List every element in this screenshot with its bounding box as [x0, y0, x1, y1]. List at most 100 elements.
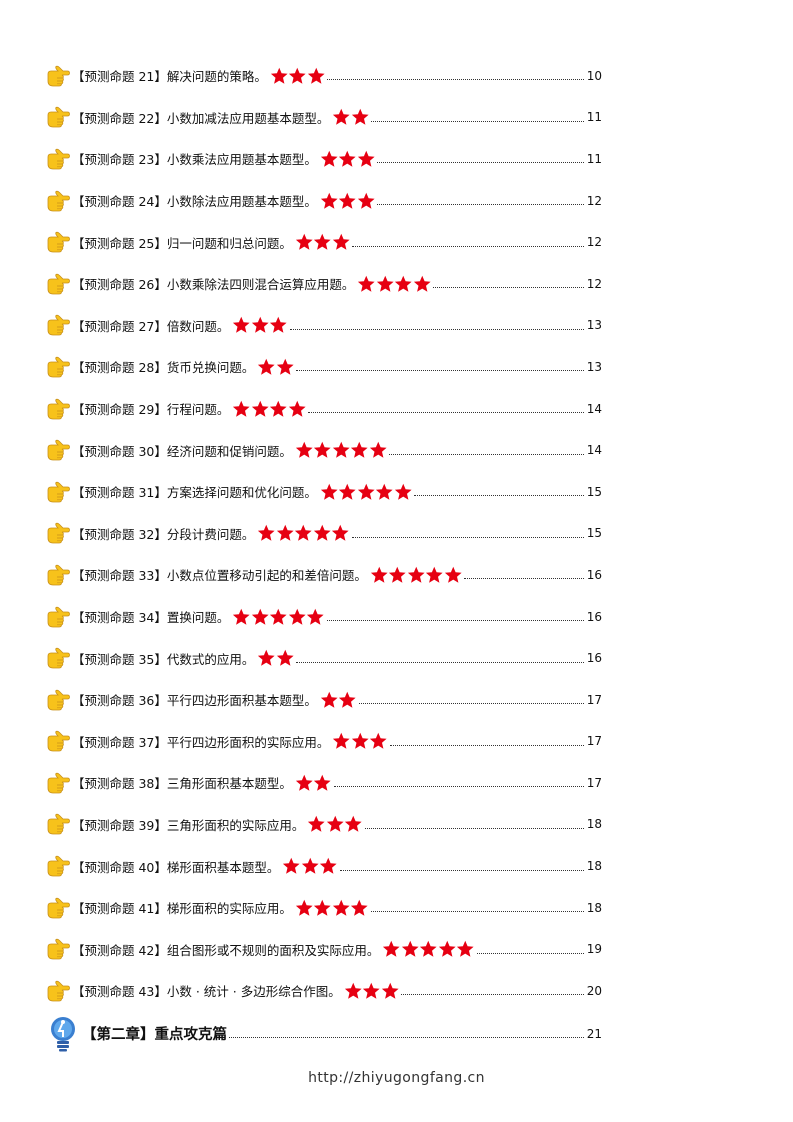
star-icon	[251, 400, 269, 417]
entry-title: 【预测命题 39】三角形面积的实际应用。	[72, 817, 305, 833]
difficulty-stars	[320, 691, 357, 709]
pointing-hand-icon	[47, 273, 70, 295]
toc-entry[interactable]: 【预测命题 22】小数加减法应用题基本题型。 11	[46, 97, 602, 139]
difficulty-stars	[344, 982, 400, 1000]
entry-title: 【预测命题 25】归一问题和归总问题。	[72, 235, 292, 251]
pointing-hand-icon	[47, 606, 70, 627]
difficulty-stars	[282, 857, 338, 875]
dot-leader	[364, 827, 584, 829]
star-icon	[289, 67, 306, 84]
star-icon	[376, 275, 394, 292]
star-icon	[308, 816, 325, 833]
difficulty-stars	[357, 275, 431, 293]
difficulty-stars	[295, 899, 369, 917]
toc-entry[interactable]: 【预测命题 43】小数 · 统计 · 多边形综合作图。 20	[46, 970, 602, 1012]
star-icon	[314, 899, 331, 916]
pointing-hand-icon	[47, 398, 70, 419]
page-number: 17	[586, 692, 602, 707]
star-icon	[444, 566, 462, 583]
dot-leader	[414, 495, 584, 497]
page-number: 17	[586, 734, 602, 749]
star-icon	[270, 67, 288, 84]
toc-entry[interactable]: 【预测命题 32】分段计费问题。 15	[46, 513, 602, 555]
toc-entry[interactable]: 【预测命题 33】小数点位置移动引起的和差倍问题。 16	[46, 554, 602, 596]
difficulty-stars	[257, 358, 294, 376]
star-icon	[389, 566, 406, 583]
page-number: 12	[586, 276, 602, 291]
toc-entry[interactable]: 【预测命题 37】平行四边形面积的实际应用。 17	[46, 721, 602, 763]
toc-entry[interactable]: 【预测命题 42】组合图形或不规则的面积及实际应用。 19	[46, 928, 602, 970]
difficulty-stars	[332, 732, 388, 750]
difficulty-stars	[270, 67, 326, 85]
entry-title: 【预测命题 32】分段计费问题。	[72, 526, 255, 542]
star-icon	[420, 941, 437, 957]
dot-leader	[371, 120, 584, 122]
toc-entry[interactable]: 【预测命题 38】三角形面积基本题型。 17	[46, 762, 602, 804]
star-icon	[320, 483, 338, 500]
toc-entry[interactable]: 【预测命题 28】货币兑换问题。 13	[46, 346, 602, 388]
star-icon	[357, 150, 375, 167]
star-icon	[370, 566, 388, 583]
toc-entry[interactable]: 【预测命题 24】小数除法应用题基本题型。 12	[46, 180, 602, 222]
dot-leader	[377, 162, 584, 164]
entry-title: 【预测命题 43】小数 · 统计 · 多边形综合作图。	[72, 984, 341, 1000]
toc-entry[interactable]: 【预测命题 35】代数式的应用。 16	[46, 637, 602, 679]
toc-entry[interactable]: 【预测命题 25】归一问题和归总问题。 12	[46, 221, 602, 263]
star-icon	[332, 233, 350, 250]
toc-entry[interactable]: 【预测命题 39】三角形面积的实际应用。 18	[46, 804, 602, 846]
star-icon	[258, 649, 275, 666]
toc-entry[interactable]: 【预测命题 34】置换问题。 16	[46, 596, 602, 638]
page-number: 16	[586, 651, 602, 666]
star-icon	[351, 441, 368, 458]
toc-entry[interactable]: 【预测命题 27】倍数问题。 13	[46, 305, 602, 347]
table-of-contents: 【预测命题 21】解决问题的策略。 10 【预测命题 22】小数加减法应用题基本题…	[46, 55, 602, 1056]
entry-title: 【预测命题 24】小数除法应用题基本题型。	[72, 194, 317, 210]
entry-title: 【预测命题 22】小数加减法应用题基本题型。	[72, 110, 330, 126]
toc-entry[interactable]: 【预测命题 40】梯形面积基本题型。 18	[46, 845, 602, 887]
entry-title: 【预测命题 33】小数点位置移动引起的和差倍问题。	[72, 568, 367, 584]
star-icon	[395, 275, 412, 292]
pointing-hand-icon	[47, 356, 70, 378]
toc-entry[interactable]: 【预测命题 41】梯形面积的实际应用。 18	[46, 887, 602, 929]
star-icon	[295, 899, 313, 916]
pointing-hand-icon	[47, 939, 70, 960]
pointing-hand-icon	[47, 231, 70, 253]
dot-leader	[296, 661, 584, 663]
entry-title: 【预测命题 40】梯形面积基本题型。	[72, 859, 280, 875]
difficulty-stars	[370, 566, 463, 584]
dot-leader	[296, 370, 584, 372]
toc-entry[interactable]: 【预测命题 26】小数乘除法四则混合运算应用题。 12	[46, 263, 602, 305]
star-icon	[320, 192, 338, 209]
entry-title: 【预测命题 21】解决问题的策略。	[72, 69, 267, 85]
dot-leader	[339, 869, 584, 871]
page-number: 14	[586, 443, 602, 458]
star-icon	[339, 192, 356, 209]
toc-entry[interactable]: 【预测命题 23】小数乘法应用题基本题型。 11	[46, 138, 602, 180]
dot-leader	[352, 245, 584, 247]
star-icon	[307, 608, 324, 625]
toc-entry[interactable]: 【预测命题 21】解决问题的策略。 10	[46, 55, 602, 97]
star-icon	[233, 400, 250, 417]
pointing-hand-icon	[47, 731, 70, 752]
star-icon	[401, 941, 419, 957]
pointing-hand-icon	[47, 897, 70, 919]
star-icon	[344, 982, 362, 999]
pointing-hand-icon	[47, 814, 70, 835]
star-icon	[339, 483, 356, 500]
star-icon	[283, 857, 300, 874]
star-icon	[301, 857, 319, 874]
toc-entry[interactable]: 【预测命题 29】行程问题。 14	[46, 388, 602, 430]
star-icon	[333, 733, 350, 749]
page-number: 13	[586, 359, 602, 374]
toc-entry[interactable]: 【预测命题 31】方案选择问题和优化问题。 15	[46, 471, 602, 513]
page-number: 14	[586, 401, 602, 416]
toc-entry[interactable]: 【预测命题 36】平行四边形面积基本题型。 17	[46, 679, 602, 721]
star-icon	[276, 649, 294, 666]
toc-entry[interactable]: 【预测命题 30】经济问题和促销问题。 14	[46, 429, 602, 471]
star-icon	[326, 816, 344, 833]
star-icon	[376, 483, 393, 500]
pointing-hand-icon	[47, 647, 70, 669]
star-icon	[288, 608, 306, 625]
toc-chapter-entry[interactable]: 【第二章】重点攻克篇 21	[46, 1012, 602, 1056]
star-icon	[288, 400, 306, 417]
